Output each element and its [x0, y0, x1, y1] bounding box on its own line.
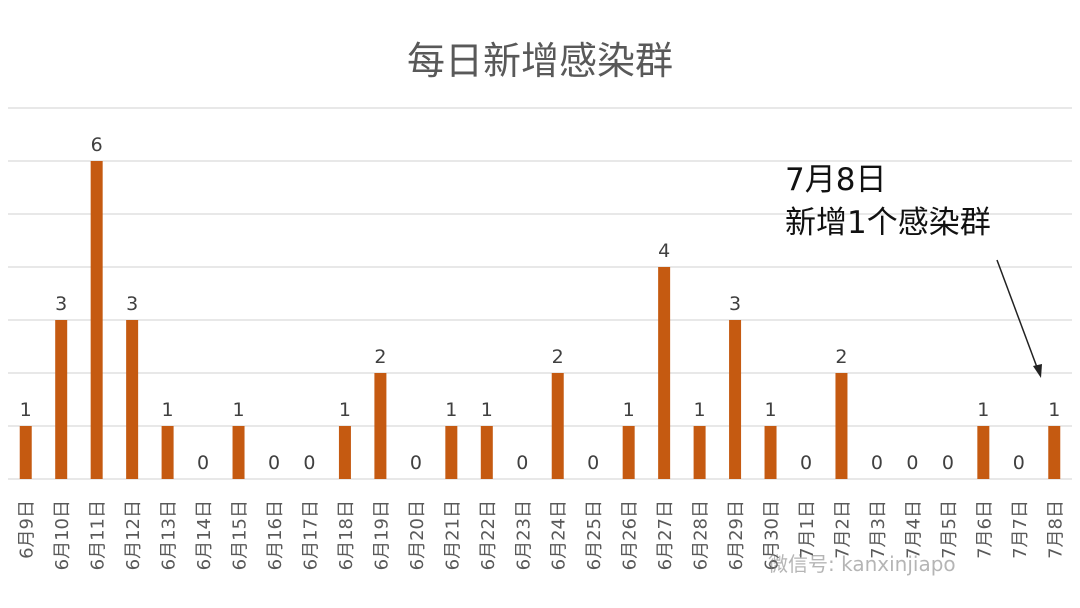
x-tick-label: 6月13日: [159, 500, 180, 570]
x-tick-label: 7月5日: [939, 500, 960, 559]
data-label: 1: [481, 399, 493, 421]
data-label: 0: [587, 452, 599, 474]
data-label: 0: [197, 452, 209, 474]
bar: [480, 426, 493, 479]
data-label: 3: [729, 293, 741, 315]
x-tick-label: 6月18日: [336, 500, 357, 570]
bar: [126, 320, 139, 479]
x-tick-label: 6月21日: [442, 500, 463, 570]
bar: [1048, 426, 1061, 479]
chart-title: 每日新增感染群: [407, 39, 673, 83]
data-label: 0: [1013, 452, 1025, 474]
bar: [338, 426, 351, 479]
x-tick-label: 6月11日: [88, 500, 109, 570]
data-label: 1: [232, 399, 244, 421]
bar: [19, 426, 32, 479]
x-tick-label: 6月14日: [194, 500, 215, 570]
bar: [622, 426, 635, 479]
data-label: 1: [339, 399, 351, 421]
data-label: 1: [445, 399, 457, 421]
annotation-arrow: [996, 259, 1039, 371]
data-label: 0: [871, 452, 883, 474]
data-label: 1: [20, 399, 32, 421]
x-tick-label: 7月8日: [1045, 500, 1066, 559]
data-label: 1: [623, 399, 635, 421]
bar: [55, 320, 68, 479]
bar: [693, 426, 706, 479]
arrow-head-icon: [1033, 364, 1042, 378]
annotation-line2: 新增1个感染群: [785, 205, 991, 241]
x-tick-label: 6月28日: [691, 500, 712, 570]
data-label: 1: [1048, 399, 1060, 421]
x-tick-label: 6月23日: [513, 500, 534, 570]
x-tick-label: 6月22日: [478, 500, 499, 570]
data-label: 2: [374, 346, 386, 368]
data-label: 1: [977, 399, 989, 421]
x-tick-label: 6月15日: [230, 500, 251, 570]
x-tick-label: 7月2日: [832, 500, 853, 559]
data-label: 0: [268, 452, 280, 474]
x-tick-label: 7月7日: [1010, 500, 1031, 559]
x-tick-label: 6月26日: [620, 500, 641, 570]
bar: [835, 373, 848, 479]
bar: [551, 373, 564, 479]
bar: [90, 161, 103, 479]
bar: [764, 426, 777, 479]
bar: [232, 426, 245, 479]
data-label: 1: [764, 399, 776, 421]
data-label: 2: [835, 346, 847, 368]
x-tick-label: 6月12日: [123, 500, 144, 570]
data-label: 0: [942, 452, 954, 474]
data-label: 3: [126, 293, 138, 315]
x-tick-label: 6月24日: [549, 500, 570, 570]
data-label: 2: [552, 346, 564, 368]
annotation-line1: 7月8日: [785, 162, 886, 198]
bar: [161, 426, 174, 479]
x-tick-label: 7月3日: [868, 500, 889, 559]
wechat-watermark: 微信号: kanxinjiapo: [768, 552, 956, 576]
bar: [658, 267, 671, 479]
data-label: 1: [162, 399, 174, 421]
x-tick-label: 6月10日: [52, 500, 73, 570]
data-label: 0: [800, 452, 812, 474]
bar: [729, 320, 742, 479]
x-tick-label: 6月30日: [762, 500, 783, 570]
x-tick-label: 6月20日: [407, 500, 428, 570]
x-tick-label: 6月27日: [655, 500, 676, 570]
x-tick-label: 7月6日: [974, 500, 995, 559]
x-tick-label: 6月29日: [726, 500, 747, 570]
x-tick-label: 7月4日: [903, 500, 924, 559]
data-label: 0: [516, 452, 528, 474]
data-label: 3: [55, 293, 67, 315]
data-label: 6: [91, 134, 103, 156]
x-tick-label: 7月1日: [797, 500, 818, 559]
x-tick-label: 6月16日: [265, 500, 286, 570]
data-label: 4: [658, 240, 670, 262]
x-tick-label: 6月9日: [17, 500, 38, 559]
data-label: 0: [303, 452, 315, 474]
data-label: 1: [694, 399, 706, 421]
data-label: 0: [410, 452, 422, 474]
x-tick-label: 6月19日: [371, 500, 392, 570]
data-label: 0: [906, 452, 918, 474]
x-tick-label: 6月17日: [300, 500, 321, 570]
bar: [977, 426, 990, 479]
bar: [445, 426, 458, 479]
bar: [374, 373, 387, 479]
annotation: 7月8日 新增1个感染群: [785, 162, 1042, 378]
x-tick-label: 6月25日: [584, 500, 605, 570]
